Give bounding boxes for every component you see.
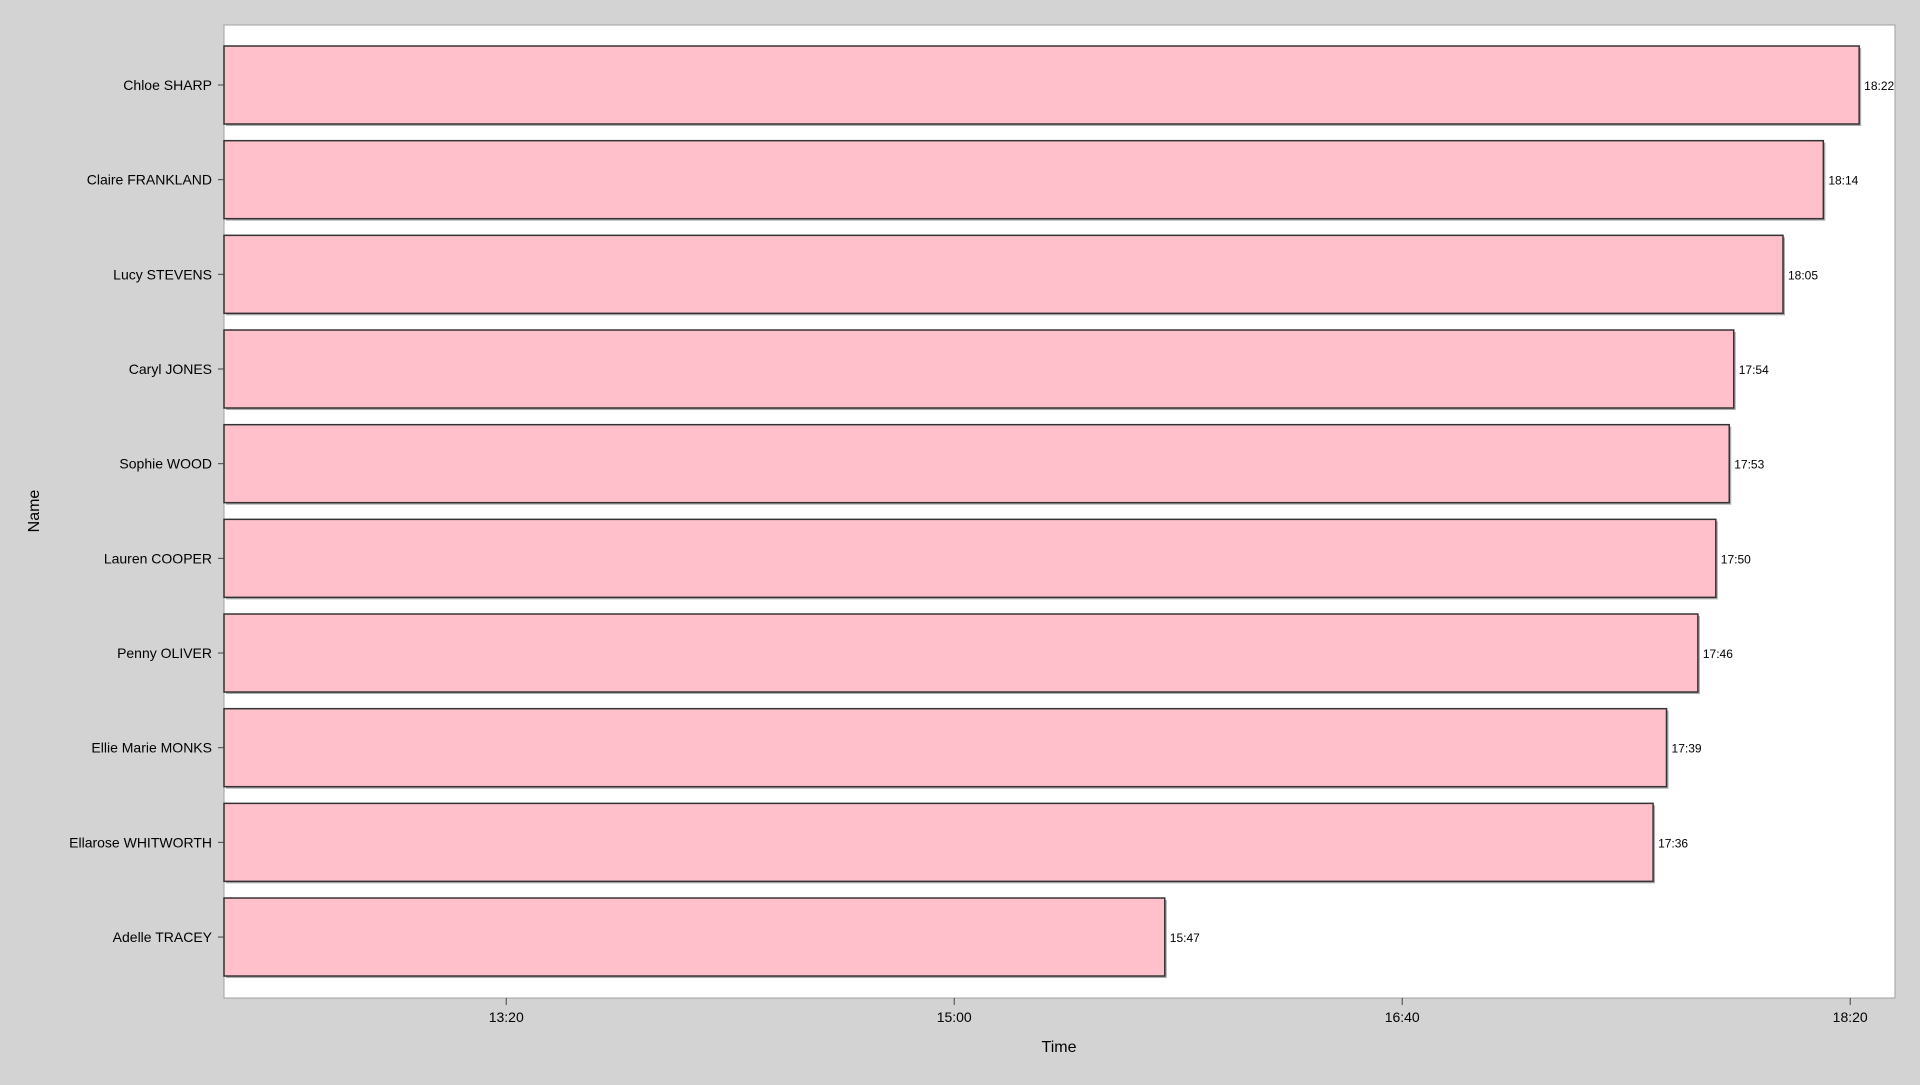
y-tick-label: Lauren COOPER: [104, 550, 212, 566]
bar-value-label: 17:36: [1658, 836, 1688, 850]
y-axis-title: Name: [26, 490, 43, 533]
bar-value-label: 18:14: [1828, 174, 1858, 188]
y-tick-label: Claire FRANKLAND: [87, 172, 212, 188]
bar-value-label: 15:47: [1170, 931, 1200, 945]
bar-value-label: 17:54: [1739, 363, 1769, 377]
bar-sophie-wood: [223, 423, 1730, 504]
x-tick-label: 15:00: [937, 1009, 972, 1025]
x-axis: 13:20 15:00 16:40 18:20: [489, 998, 1868, 1025]
x-tick-label: 13:20: [489, 1009, 524, 1025]
y-tick-label: Adelle TRACEY: [113, 929, 213, 945]
bar-value-label: 17:53: [1734, 458, 1764, 472]
x-axis-title: Time: [1042, 1039, 1077, 1056]
labels-layer: 18:22 18:14 18:05 17:54 17:53 17:50 17:46 17:39…: [1170, 79, 1895, 945]
y-tick-label: Penny OLIVER: [117, 645, 212, 661]
bar-value-label: 17:50: [1721, 552, 1751, 566]
y-tick-label: Chloe SHARP: [123, 77, 212, 93]
bar-value-label: 17:39: [1672, 742, 1702, 756]
bar-claire-frankland: [223, 139, 1825, 220]
bar-lauren-cooper: [223, 518, 1717, 599]
y-tick-label: Caryl JONES: [129, 361, 212, 377]
x-tick-label: 16:40: [1385, 1009, 1420, 1025]
bar-value-label: 18:22: [1864, 79, 1894, 93]
bar-ellie-marie-monks: [223, 707, 1668, 788]
y-tick-label: Ellarose WHITWORTH: [69, 834, 212, 850]
bar-penny-oliver: [223, 613, 1699, 693]
bar-ellarose-whitworth: [223, 802, 1654, 883]
x-tick-label: 18:20: [1833, 1009, 1868, 1025]
bar-lucy-stevens: [223, 234, 1784, 315]
y-tick-label: Ellie Marie MONKS: [91, 740, 212, 756]
y-axis: Chloe SHARP Claire FRANKLAND Lucy STEVENS C…: [69, 77, 224, 945]
bar-chloe-sharp: [223, 45, 1860, 125]
y-tick-label: Sophie WOOD: [119, 456, 212, 472]
bar-caryl-jones: [223, 329, 1735, 409]
bar-value-label: 18:05: [1788, 268, 1818, 282]
bar-value-label: 17:46: [1703, 647, 1733, 661]
y-tick-label: Lucy STEVENS: [113, 266, 212, 282]
bar-adelle-tracey: [223, 897, 1166, 977]
bars-layer: [223, 45, 1862, 979]
